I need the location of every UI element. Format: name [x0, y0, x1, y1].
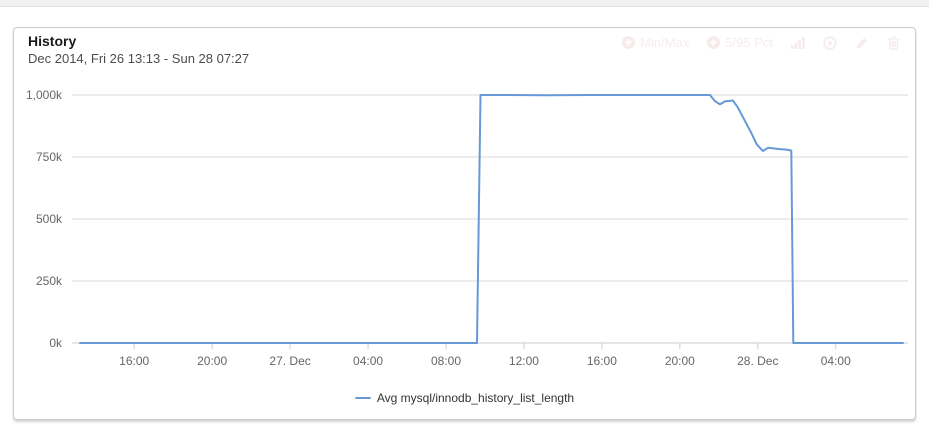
- x-axis-label: 08:00: [431, 354, 461, 368]
- plus-circle-icon: [707, 36, 721, 49]
- line-chart: 0k 250k 500k 750k 1,000k 16:00 20:00 27. Dec 04:…: [26, 88, 908, 368]
- y-axis-label: 0k: [49, 336, 63, 350]
- legend: Avg mysql/innodb_history_list_length: [14, 386, 915, 405]
- y-axis-label: 750k: [36, 150, 63, 164]
- pencil-icon: [855, 36, 869, 50]
- delete-button[interactable]: [880, 34, 907, 52]
- x-axis-label: 04:00: [353, 354, 383, 368]
- x-axis-label: 12:00: [509, 354, 539, 368]
- y-axis-label: 500k: [36, 212, 63, 226]
- card-header: History Dec 2014, Fri 26 13:13 - Sun 28 …: [14, 28, 915, 68]
- target-icon: [823, 35, 837, 50]
- x-axis-label: 04:00: [821, 354, 851, 368]
- toggle-minmax-button[interactable]: Min/Max: [615, 33, 696, 52]
- chart-subtitle: Dec 2014, Fri 26 13:13 - Sun 28 07:27: [28, 51, 250, 66]
- toggle-percentile-button[interactable]: 5/95 Pct: [700, 33, 780, 52]
- y-axis-label: 250k: [36, 274, 63, 288]
- top-strip: [0, 0, 929, 7]
- legend-item[interactable]: Avg mysql/innodb_history_list_length: [354, 391, 575, 405]
- minmax-label: Min/Max: [640, 35, 690, 50]
- chart-title: History: [28, 33, 77, 49]
- x-axis-label: 27. Dec: [269, 354, 310, 368]
- x-axis-label: 16:00: [119, 354, 149, 368]
- edit-button[interactable]: [848, 34, 876, 52]
- history-chart-card: History Dec 2014, Fri 26 13:13 - Sun 28 …: [13, 27, 916, 420]
- x-axis-label: 20:00: [665, 354, 695, 368]
- series-line: [79, 94, 904, 344]
- x-axis-label: 16:00: [587, 354, 617, 368]
- legend-swatch: [354, 397, 371, 399]
- y-axis-label: 1,000k: [26, 88, 63, 102]
- x-axis-label: 28. Dec: [737, 354, 778, 368]
- plus-circle-icon: [622, 36, 636, 49]
- target-button[interactable]: [816, 34, 844, 52]
- trash-icon: [887, 36, 900, 50]
- percentile-label: 5/95 Pct: [725, 35, 773, 50]
- x-axis-label: 20:00: [197, 354, 227, 368]
- bar-chart-icon: [791, 36, 805, 49]
- bar-chart-button[interactable]: [784, 34, 812, 51]
- legend-label: Avg mysql/innodb_history_list_length: [376, 391, 575, 405]
- hover-controls: Min/Max 5/95 Pct: [615, 33, 907, 52]
